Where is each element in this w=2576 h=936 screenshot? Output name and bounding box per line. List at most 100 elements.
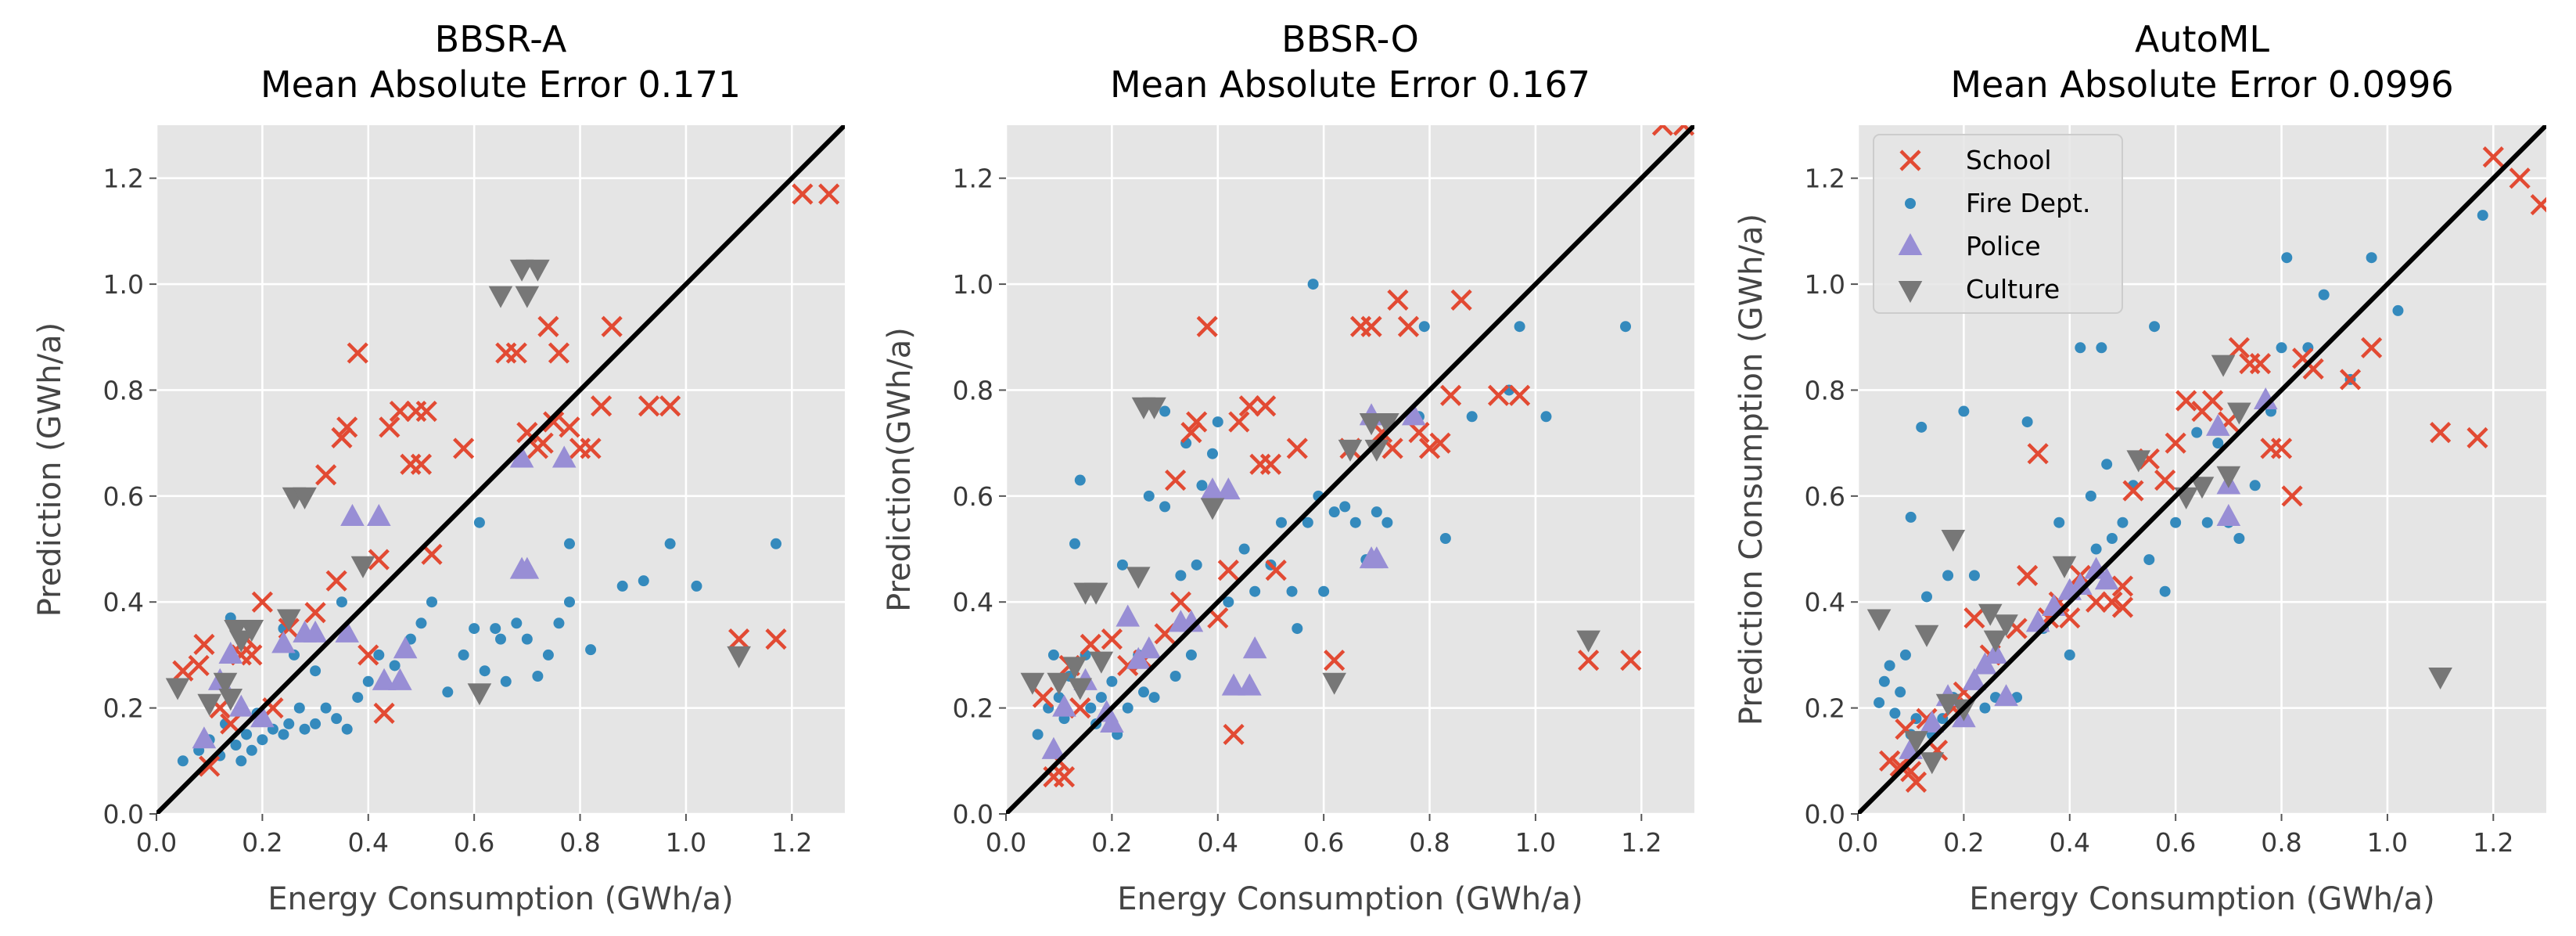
point-culture [1068, 678, 1093, 700]
point-police [551, 445, 577, 468]
point-fire [2090, 543, 2102, 555]
point-school [1196, 315, 1218, 337]
point-fire [1371, 506, 1382, 518]
point-fire [373, 649, 385, 661]
point-police [2253, 387, 2278, 410]
point-police [509, 445, 534, 468]
point-fire [2276, 342, 2287, 354]
point-police [1983, 641, 2008, 664]
point-fire [469, 623, 480, 635]
panel-title-line1: AutoML [2135, 18, 2269, 60]
point-fire [1106, 675, 1118, 687]
point-culture [1338, 439, 1363, 462]
point-culture [218, 689, 243, 711]
point-school [304, 602, 326, 624]
plot-area: 0.00.0 0.2 0.2 0.4 0.4 0.6 0.6 0.8 0.8 1.0 1.0 1.2 1… [103, 125, 845, 858]
point-school [2122, 480, 2144, 502]
point-school [2430, 422, 2452, 444]
point-police [192, 726, 217, 749]
x-tick-label: 1.2 [1621, 827, 1662, 858]
y-tick-label: 1.2 [953, 164, 993, 194]
point-fire [1175, 570, 1187, 581]
point-fire [2075, 342, 2086, 354]
point-school [315, 464, 337, 486]
identity-line [1858, 125, 2546, 814]
point-police [1216, 477, 1241, 500]
point-school [2466, 427, 2488, 448]
point-fire [521, 633, 533, 645]
point-fire [415, 617, 427, 629]
point-school [1889, 755, 1911, 777]
point-police [271, 631, 296, 653]
point-school [1620, 650, 1642, 671]
data-points [1020, 125, 1694, 788]
point-school [2017, 564, 2039, 586]
point-fire [511, 617, 523, 629]
point-fire [771, 538, 781, 549]
point-fire [1185, 649, 1197, 661]
identity-line [1006, 125, 1694, 814]
point-fire [2053, 517, 2065, 528]
point-school [1238, 395, 1260, 417]
point-fire [1514, 321, 1525, 333]
point-culture [197, 693, 221, 716]
x-tick-label: 0.0 [1838, 827, 1878, 858]
point-police [1100, 710, 1124, 733]
point-school [1223, 723, 1245, 746]
point-police [1242, 636, 1267, 659]
y-tick-label: 0.6 [1805, 481, 1845, 512]
point-police [1920, 710, 1945, 733]
point-culture [467, 683, 492, 706]
point-school [373, 702, 395, 724]
point-culture [1375, 413, 1399, 436]
point-culture [213, 672, 238, 695]
y-tick-label: 1.0 [103, 269, 144, 300]
x-tick-label: 0.0 [136, 827, 177, 858]
x-tick-label: 0.2 [1091, 827, 1132, 858]
point-school [347, 342, 368, 364]
point-school [331, 427, 353, 448]
point-police [1238, 673, 1262, 696]
point-culture [2190, 477, 2215, 499]
point-fire [542, 649, 554, 661]
point-fire [1620, 321, 1631, 333]
point-school [241, 644, 263, 666]
point-fire [1540, 411, 1552, 423]
point-school [1408, 422, 1430, 444]
point-school [638, 395, 660, 417]
point-police [1364, 546, 1389, 569]
x-tick-label: 0.2 [1943, 827, 1984, 858]
point-police [340, 503, 365, 526]
y-tick-label: 0.6 [953, 481, 993, 512]
point-fire [2170, 517, 2182, 528]
point-school [1905, 771, 1928, 793]
point-culture [1866, 609, 1892, 632]
point-police [1052, 694, 1076, 717]
point-police [1200, 477, 1225, 500]
x-tick-label: 0.8 [2261, 827, 2301, 858]
point-police [372, 668, 397, 690]
point-school [421, 543, 443, 565]
point-police [388, 668, 412, 690]
point-school [172, 660, 194, 682]
panel-automl: AutoML Mean Absolute Error 0.0996 Energy… [1734, 18, 2546, 917]
plot-area: 0.00.0 0.2 0.2 0.4 0.4 0.6 0.6 0.8 0.8 1.0 1.0 1.2 1… [953, 125, 1694, 858]
point-school [1228, 411, 1250, 433]
point-school [2059, 607, 2081, 629]
point-fire [691, 580, 702, 592]
point-school [193, 633, 215, 655]
x-tick-label: 0.2 [242, 827, 282, 858]
point-school [2281, 485, 2303, 507]
point-school [325, 570, 347, 592]
point-fire [299, 723, 311, 735]
point-fire [1276, 517, 1287, 528]
y-tick-label: 0.2 [1805, 693, 1845, 724]
point-fire [1899, 649, 1911, 661]
point-school [532, 432, 554, 454]
point-school [818, 183, 840, 205]
point-school [505, 342, 527, 364]
point-police [2084, 556, 2108, 579]
point-culture [229, 630, 253, 653]
legend-label-fire-dept: Fire Dept. [1966, 188, 2090, 218]
point-police [1994, 684, 2018, 707]
